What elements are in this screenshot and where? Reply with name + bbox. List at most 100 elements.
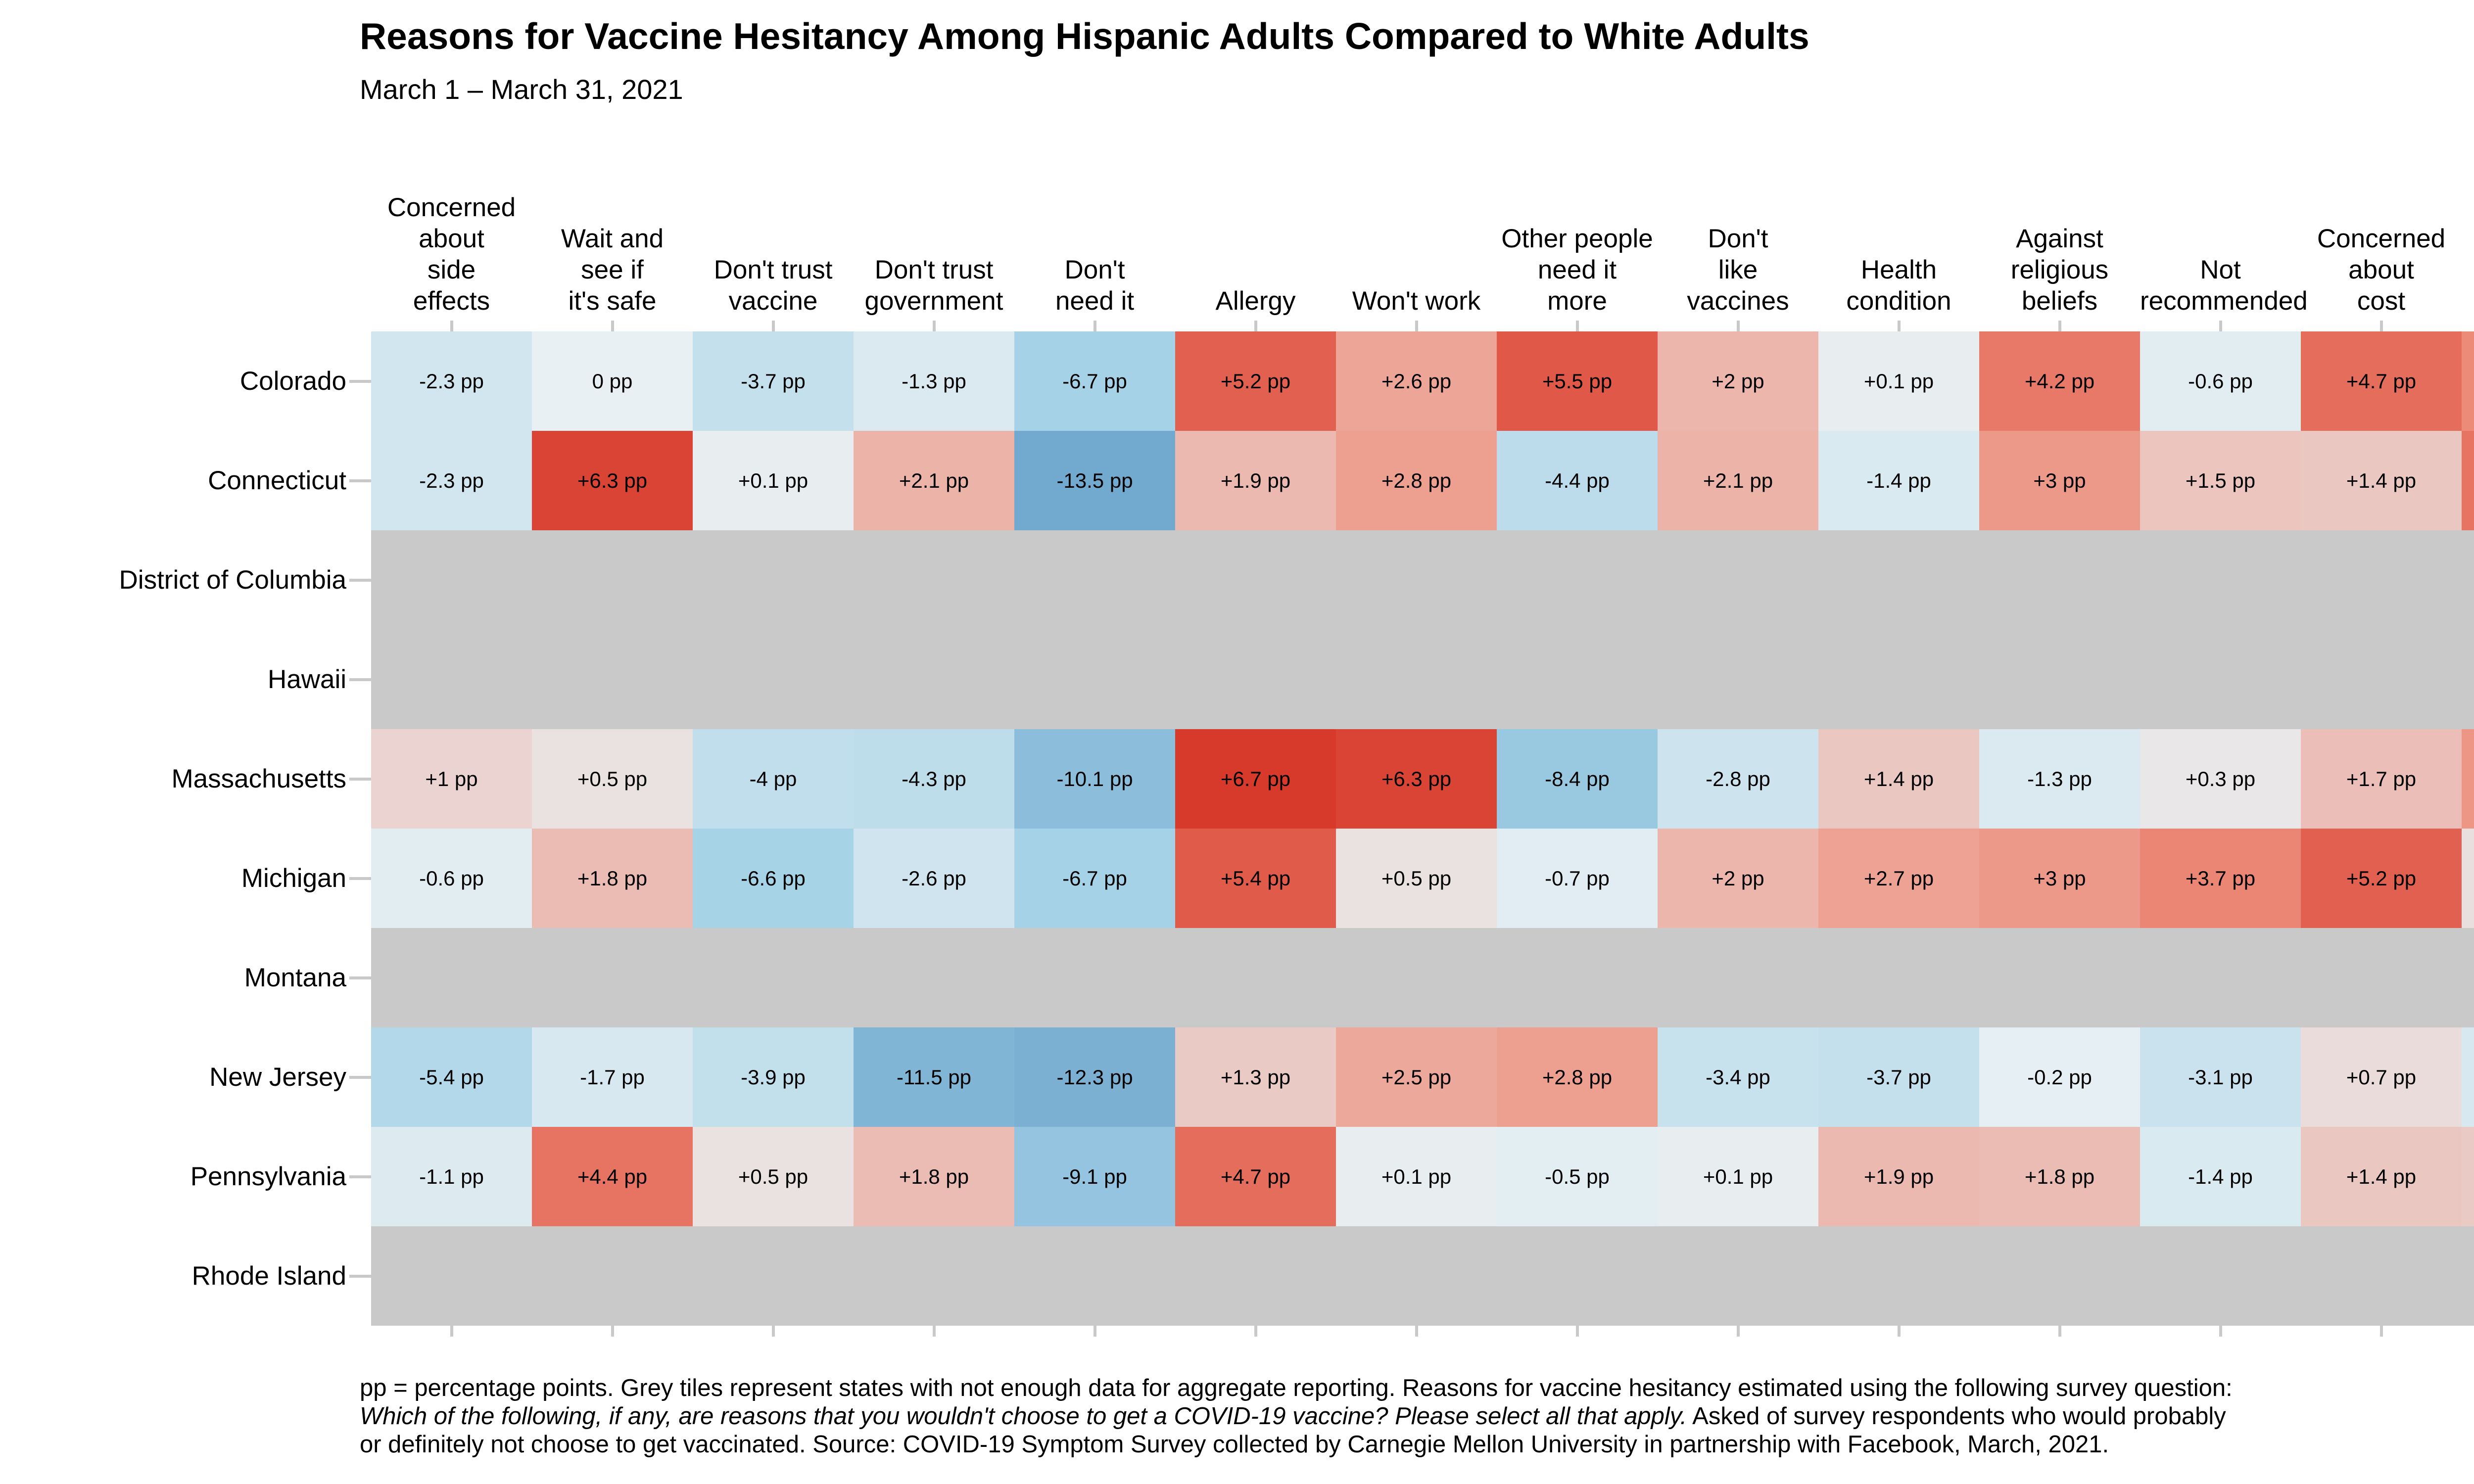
heatmap-cell: +0.1 pp [693, 431, 854, 530]
heatmap-cell [2140, 530, 2301, 630]
y-axis-tick [349, 976, 371, 979]
column-header: Allergy [1215, 286, 1296, 316]
heatmap-cell: +6.3 pp [532, 431, 693, 530]
x-axis-tick-top [1897, 321, 1901, 331]
heatmap-cell: +2.7 pp [1818, 829, 1979, 928]
heatmap-cell: +4.7 pp [2301, 331, 2462, 431]
column-header: Concerned about cost [2317, 224, 2446, 316]
x-axis-tick-bottom [771, 1326, 775, 1337]
heatmap-cell: +1.9 pp [1818, 1127, 1979, 1226]
heatmap-cell [1818, 630, 1979, 729]
x-axis-tick-bottom [611, 1326, 614, 1337]
x-axis-tick-bottom [2219, 1326, 2222, 1337]
heatmap-cell: +3.7 pp [2140, 829, 2301, 928]
x-axis-tick-top [2379, 321, 2383, 331]
heatmap-cell [1175, 630, 1336, 729]
heatmap-cell: +6.7 pp [1175, 729, 1336, 829]
heatmap-cell: -2.8 pp [1658, 729, 1818, 829]
x-axis-tick-bottom [1897, 1326, 1901, 1337]
footnote-line2-italic: Which of the following, if any, are reas… [360, 1403, 1687, 1430]
column-header: Don't trust vaccine [714, 255, 833, 316]
heatmap-cell: -2.3 pp [371, 331, 532, 431]
heatmap-cell: +0.3 pp [2140, 729, 2301, 829]
row-label: New Jersey [209, 1063, 346, 1092]
heatmap-cell: -13.5 pp [1014, 431, 1175, 530]
x-axis-tick-bottom [2058, 1326, 2061, 1337]
heatmap-cell [854, 530, 1014, 630]
column-header: Against religious beliefs [2010, 224, 2109, 316]
heatmap-cell: +5.5 pp [1497, 331, 1658, 431]
heatmap-cell: -1.7 pp [2462, 1027, 2474, 1127]
footnote-line1: pp = percentage points. Grey tiles repre… [360, 1375, 2233, 1401]
heatmap-cell: -1.4 pp [2140, 1127, 2301, 1226]
heatmap-cell [1336, 928, 1497, 1027]
column-header: Don't trust government [864, 255, 1003, 316]
heatmap-cell [1014, 1226, 1175, 1326]
x-axis-tick-bottom [1093, 1326, 1096, 1337]
heatmap-cell: -4 pp [693, 729, 854, 829]
heatmap-cell [1658, 928, 1818, 1027]
heatmap-cell [2301, 530, 2462, 630]
x-axis-tick-bottom [1415, 1326, 1418, 1337]
heatmap-cell: -2.3 pp [371, 431, 532, 530]
heatmap-cell: +1.9 pp [1175, 431, 1336, 530]
x-axis-tick-bottom [2379, 1326, 2383, 1337]
heatmap-cell: +4.7 pp [1175, 1127, 1336, 1226]
heatmap-cell: +1.4 pp [2301, 1127, 2462, 1226]
heatmap-cell: +2.6 pp [1336, 331, 1497, 431]
heatmap-cell: +0.7 pp [2301, 1027, 2462, 1127]
heatmap-cell [1336, 530, 1497, 630]
heatmap-cell: -1.4 pp [1818, 431, 1979, 530]
heatmap-cell: +3 pp [1979, 431, 2140, 530]
heatmap-cell: -12.3 pp [1014, 1027, 1175, 1127]
heatmap-cell [532, 928, 693, 1027]
row-label: Colorado [239, 367, 346, 396]
x-axis-tick-top [1254, 321, 1257, 331]
x-axis-tick-bottom [450, 1326, 453, 1337]
heatmap-cell [854, 1226, 1014, 1326]
heatmap-cell [1658, 630, 1818, 729]
heatmap-cell [371, 530, 532, 630]
heatmap-cell: +1.3 pp [2462, 1127, 2474, 1226]
heatmap-cell: +0.6 pp [2462, 829, 2474, 928]
heatmap-cell: +0.5 pp [532, 729, 693, 829]
heatmap-cell [371, 928, 532, 1027]
y-axis-tick [349, 777, 371, 781]
footnote-line2-regular: Asked of survey respondents who would pr… [1687, 1403, 2226, 1430]
heatmap-cell: +3.1 pp [2462, 729, 2474, 829]
heatmap-cell: -4.4 pp [1497, 431, 1658, 530]
heatmap-cell: -1.1 pp [371, 1127, 532, 1226]
heatmap-cell: -6.7 pp [1014, 331, 1175, 431]
heatmap-cell [1979, 530, 2140, 630]
heatmap-cell [1336, 630, 1497, 729]
x-axis-tick-top [932, 321, 936, 331]
heatmap-cell: +0.5 pp [1336, 829, 1497, 928]
heatmap-cell [693, 1226, 854, 1326]
footnote-line3: or definitely not choose to get vaccinat… [360, 1431, 2109, 1458]
heatmap-cell [1014, 530, 1175, 630]
heatmap-cell: -9.1 pp [1014, 1127, 1175, 1226]
heatmap-cell: +1.8 pp [854, 1127, 1014, 1226]
heatmap-cell: +5.4 pp [1175, 829, 1336, 928]
heatmap-cell: -10.1 pp [1014, 729, 1175, 829]
x-axis-tick-top [2058, 321, 2061, 331]
heatmap-cell: +5.2 pp [1175, 331, 1336, 431]
x-axis-tick-top [450, 321, 453, 331]
column-header: Health condition [1846, 255, 1951, 316]
heatmap-cell: +1.3 pp [1175, 1027, 1336, 1127]
heatmap-cell: +2.8 pp [1336, 431, 1497, 530]
column-header: Not recommended [2140, 255, 2308, 316]
heatmap-cell: 0 pp [532, 331, 693, 431]
heatmap-cell [2462, 530, 2474, 630]
heatmap-cell [2462, 1226, 2474, 1326]
row-label: District of Columbia [119, 565, 346, 595]
heatmap-cell [2301, 928, 2462, 1027]
x-axis-tick-top [771, 321, 775, 331]
heatmap-cell [1979, 1226, 2140, 1326]
heatmap-cell [1979, 928, 2140, 1027]
heatmap-cell [1336, 1226, 1497, 1326]
heatmap-cell [1175, 1226, 1336, 1326]
page-subtitle: March 1 – March 31, 2021 [360, 74, 683, 105]
column-header: Other people need it more [1501, 224, 1653, 316]
